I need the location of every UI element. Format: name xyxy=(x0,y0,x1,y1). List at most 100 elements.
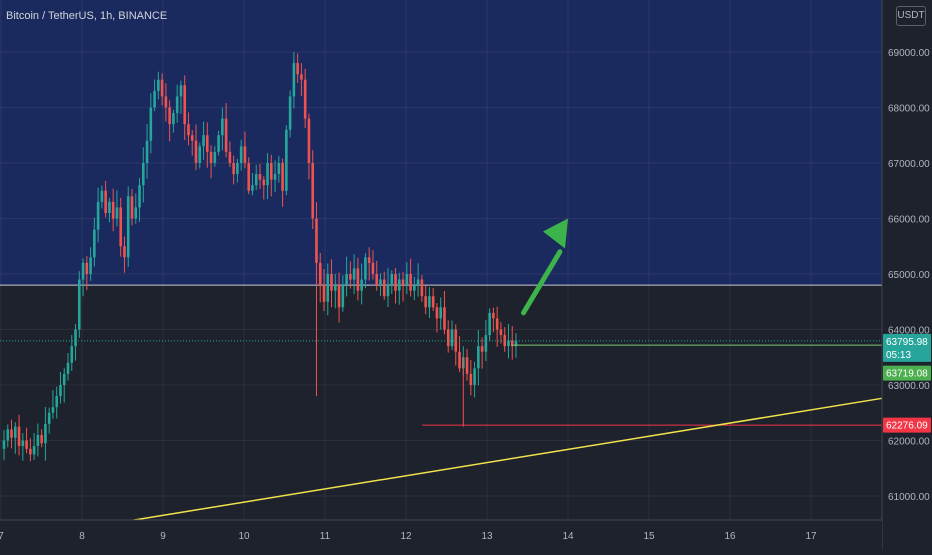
last-price-label[interactable]: 63795.98 xyxy=(886,337,928,348)
candle-body xyxy=(269,163,273,180)
candle-body xyxy=(29,448,32,455)
candle-body xyxy=(322,285,326,302)
candle-body xyxy=(89,257,92,274)
candle-body xyxy=(360,279,363,291)
candle-body xyxy=(247,163,251,191)
candle-body xyxy=(405,274,409,286)
candle-body xyxy=(157,79,160,91)
time-tick-label: 8 xyxy=(79,531,85,542)
candles xyxy=(2,52,518,462)
price-tick-label: 67000.00 xyxy=(888,159,930,170)
candle-body xyxy=(149,107,153,141)
candle-body xyxy=(443,307,446,330)
candle-body xyxy=(172,113,175,125)
candle-body xyxy=(62,373,66,385)
candle-body xyxy=(454,329,458,352)
candle-body xyxy=(21,440,25,447)
candle-body xyxy=(262,179,266,186)
time-tick-label: 14 xyxy=(562,531,574,542)
candle-body xyxy=(243,146,247,163)
candle-body xyxy=(66,362,70,374)
candle-body xyxy=(111,201,115,219)
time-axis[interactable]: 7 8 9 10 11 12 13 14 15 16 17 xyxy=(0,519,882,550)
candle-body xyxy=(153,90,156,108)
candle-body xyxy=(375,274,379,286)
candle-body xyxy=(386,285,390,297)
candle-body xyxy=(239,146,243,163)
price-tick-label: 65000.00 xyxy=(888,270,930,281)
candle-body xyxy=(326,274,330,302)
target-price-label-bg xyxy=(883,365,931,381)
candle-body xyxy=(141,163,145,186)
candle-body xyxy=(424,296,427,308)
candle-body xyxy=(371,262,375,274)
price-tick-label: 68000.00 xyxy=(888,104,930,115)
support-price-label[interactable]: 62276.09 xyxy=(886,421,928,432)
candle-body xyxy=(356,268,360,291)
candle-body xyxy=(367,257,371,263)
candle-body xyxy=(300,74,303,80)
candle-body xyxy=(397,279,401,291)
candle-body xyxy=(315,218,318,263)
candle-body xyxy=(477,346,480,369)
candle-body xyxy=(345,274,348,286)
time-tick-label: 7 xyxy=(0,531,4,542)
candle-body xyxy=(119,207,123,247)
candle-body xyxy=(420,279,424,297)
candle-body xyxy=(32,446,36,455)
candle-body xyxy=(51,407,55,413)
candle-body xyxy=(330,274,333,291)
candle-body xyxy=(473,368,476,385)
candle-body xyxy=(401,279,405,286)
candle-body xyxy=(277,163,281,175)
candle-body xyxy=(130,196,134,219)
candle-body xyxy=(394,274,397,291)
candle-body xyxy=(285,129,288,191)
candle-body xyxy=(495,318,499,330)
candle-body xyxy=(307,118,311,163)
time-tick-label: 15 xyxy=(643,531,655,542)
currency-badge[interactable]: USDT xyxy=(896,6,926,26)
candle-body xyxy=(480,346,484,352)
up-arrow-drawing[interactable] xyxy=(520,218,568,316)
candle-body xyxy=(337,285,341,308)
time-tick-label: 12 xyxy=(400,531,412,542)
candle-body xyxy=(409,274,412,291)
resistance-zone[interactable] xyxy=(0,0,882,286)
candle-body xyxy=(492,312,495,319)
candle-body xyxy=(514,340,518,347)
price-tick-label: 69000.00 xyxy=(888,48,930,59)
trendline[interactable] xyxy=(128,397,883,522)
candle-body xyxy=(44,423,47,444)
candle-body xyxy=(104,190,107,213)
candle-body xyxy=(70,346,74,363)
time-tick-label: 16 xyxy=(724,531,736,542)
candle-body xyxy=(254,174,258,186)
symbol-title[interactable]: Bitcoin / TetherUS, 1h, BINANCE xyxy=(6,10,168,22)
time-tick-label: 17 xyxy=(805,531,817,542)
candle-body xyxy=(85,262,89,274)
candle-body xyxy=(446,329,450,347)
candle-body xyxy=(416,279,420,286)
candle-body xyxy=(2,440,6,449)
candle-body xyxy=(13,426,17,438)
candle-body xyxy=(190,135,194,141)
candle-body xyxy=(382,279,386,297)
candle-body xyxy=(221,118,224,136)
candle-body xyxy=(484,335,488,352)
candle-body xyxy=(510,340,514,347)
candle-body xyxy=(266,163,269,186)
candle-body xyxy=(217,135,220,152)
arrow-head xyxy=(543,218,568,249)
price-tick-label: 63000.00 xyxy=(888,381,930,392)
price-tick-label: 64000.00 xyxy=(888,326,930,337)
candle-body xyxy=(352,268,356,280)
candle-body xyxy=(40,434,43,444)
target-price-label[interactable]: 63719.08 xyxy=(886,369,928,380)
price-axis[interactable]: 69000.00 68000.00 67000.00 66000.00 65000.00… xyxy=(881,0,932,550)
candle-body xyxy=(115,207,119,219)
candle-body xyxy=(428,296,431,308)
candle-body xyxy=(187,124,190,136)
